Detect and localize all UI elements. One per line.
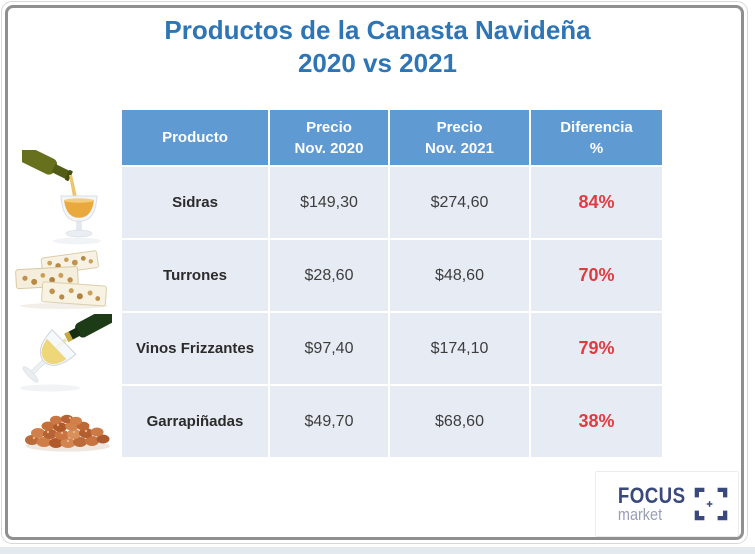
price-2020-cell: $97,40 [270,313,388,384]
column-header-precio-2020: Precio Nov. 2020 [270,110,388,165]
column-header-diferencia: Diferencia % [531,110,662,165]
price-2020-cell: $28,60 [270,240,388,311]
sparkling-wine-pour-photo [10,314,112,396]
difference-cell: 84% [531,167,662,238]
tilted-wine-glass [22,329,77,383]
difference-cell: 79% [531,313,662,384]
bottom-edge-strip [0,547,755,554]
focus-market-logo: FOCUS market [595,471,739,537]
logo-wordmark: FOCUS market [617,482,686,524]
difference-cell: 38% [531,386,662,457]
product-name-cell: Vinos Frizzantes [122,313,268,384]
price-2020-cell: $149,30 [270,167,388,238]
logo-brand-text: FOCUS [617,482,686,508]
cider-pour-photo [22,150,108,248]
price-2020-cell: $49,70 [270,386,388,457]
title-line-1: Productos de la Canasta Navideña [164,15,591,45]
nougat-bars-photo [12,250,116,310]
wine-bottle [64,314,112,342]
cider-bottle [22,150,73,182]
price-2021-cell: $174,10 [390,313,529,384]
price-table: Producto Precio Nov. 2020 Precio Nov. 20… [122,110,662,457]
viewfinder-plus-icon [694,487,728,521]
column-header-precio-2021: Precio Nov. 2021 [390,110,529,165]
candied-peanuts-photo [18,396,118,456]
product-name-cell: Garrapiñadas [122,386,268,457]
price-2021-cell: $274,60 [390,167,529,238]
column-header-producto: Producto [122,110,268,165]
title-line-2: 2020 vs 2021 [297,48,458,78]
price-2021-cell: $68,60 [390,386,529,457]
product-name-cell: Sidras [122,167,268,238]
price-2021-cell: $48,60 [390,240,529,311]
product-name-cell: Turrones [122,240,268,311]
difference-cell: 70% [531,240,662,311]
logo-sub-text: market [617,504,662,524]
page-title: Productos de la Canasta Navideña 2020 vs… [0,14,755,80]
